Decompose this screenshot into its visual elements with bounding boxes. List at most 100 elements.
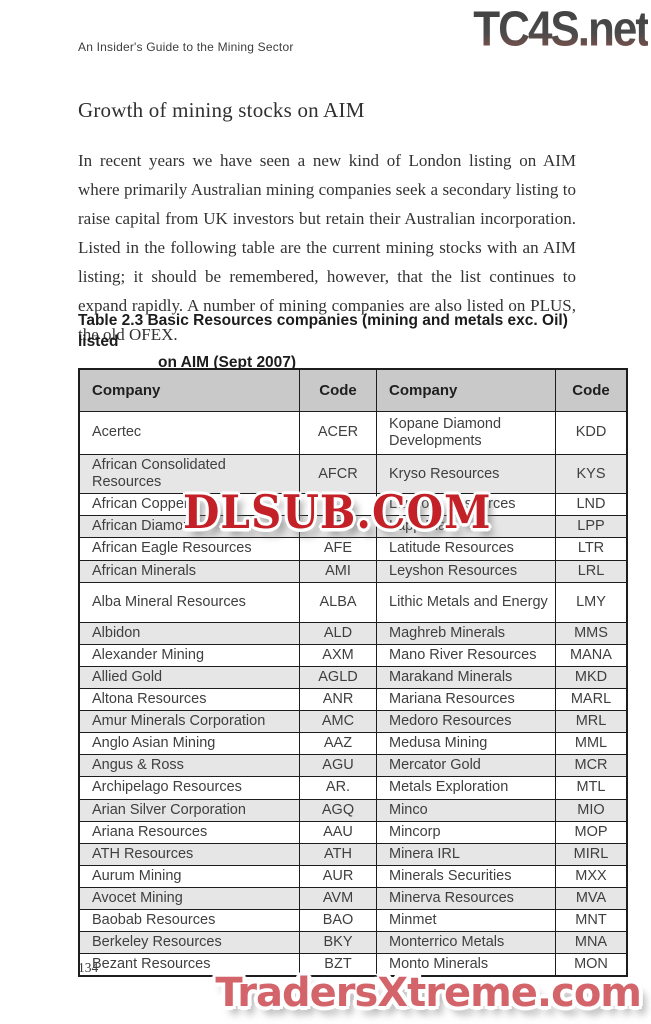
company-cell: Latitude Resources	[376, 537, 556, 561]
code-cell: LND	[555, 493, 628, 517]
code-cell: MANA	[555, 643, 628, 667]
company-cell: Arian Silver Corporation	[78, 798, 300, 822]
code-cell: ANR	[299, 687, 377, 712]
code-cell: AUR	[299, 864, 377, 888]
company-cell: Anglo Asian Mining	[78, 732, 300, 756]
table-row: Altona Resources ANR Mariana Resources MARL	[78, 687, 628, 712]
company-cell: Mercator Gold	[376, 754, 556, 778]
code-cell: MTL	[555, 776, 628, 800]
company-cell: Mano River Resources	[376, 643, 556, 667]
company-cell: Angus & Ross	[78, 754, 300, 778]
company-cell: Altona Resources	[78, 687, 300, 712]
code-cell: AMC	[299, 710, 377, 734]
code-cell: KYS	[555, 453, 628, 495]
code-cell: MIO	[555, 798, 628, 822]
code-cell: MNA	[555, 931, 628, 955]
running-header: An Insider's Guide to the Mining Sector	[78, 40, 294, 54]
code-cell: MCR	[555, 754, 628, 778]
company-cell: Bezant Resources	[78, 953, 300, 977]
company-cell: Lithic Metals and Energy	[376, 581, 556, 623]
company-cell: Avocet Mining	[78, 886, 300, 911]
code-cell: ACER	[299, 411, 377, 455]
code-cell: ALBA	[299, 581, 377, 623]
company-cell: Minera IRL	[376, 842, 556, 866]
company-cell: Leyshon Resources	[376, 559, 556, 583]
company-cell: Aurum Mining	[78, 864, 300, 888]
code-cell: AVM	[299, 886, 377, 911]
table-caption-line2: on AIM (Sept 2007)	[158, 354, 297, 371]
table-row: Acertec ACER Kopane Diamond Developments KD…	[78, 411, 628, 455]
company-cell: ATH Resources	[78, 842, 300, 866]
table-row: Allied Gold AGLD Marakand Minerals MKD	[78, 665, 628, 689]
code-cell: KDD	[555, 411, 628, 455]
aim-listings-table: Company Code Company Code Acertec ACER Kop…	[78, 368, 628, 978]
header-code-left: Code	[299, 368, 377, 412]
body-paragraph: In recent years we have seen a new kind …	[78, 151, 576, 344]
company-cell: Albidon	[78, 621, 300, 645]
table-row: Avocet Mining AVM Minerva Resources MVA	[78, 886, 628, 911]
table-row: ATH Resources ATH Minera IRL MIRL	[78, 842, 628, 866]
table-row: Angus & Ross AGU Mercator Gold MCR	[78, 754, 628, 778]
company-cell: Metals Exploration	[376, 776, 556, 800]
table-row: African Diamonds AFD Lapp Plats LPP	[78, 515, 628, 539]
company-cell: Allied Gold	[78, 665, 300, 689]
code-cell: LMY	[555, 581, 628, 623]
company-cell: Amur Minerals Corporation	[78, 710, 300, 734]
code-cell: BZT	[299, 953, 377, 977]
table-row: Berkeley Resources BKY Monterrico Metals MN…	[78, 931, 628, 955]
company-cell: Medusa Mining	[376, 732, 556, 756]
table-row: Ariana Resources AAU Mincorp MOP	[78, 820, 628, 844]
company-cell: Kryso Resources	[376, 453, 556, 495]
code-cell: MVA	[555, 886, 628, 911]
company-cell: Alba Mineral Resources	[78, 581, 300, 623]
company-cell: Minerals Securities	[376, 864, 556, 888]
table-caption: Table 2.3 Basic Resources companies (min…	[78, 310, 583, 373]
code-cell: LRL	[555, 559, 628, 583]
table-row: Amur Minerals Corporation AMC Medoro Resou…	[78, 710, 628, 734]
company-cell: African Consolidated Resources	[78, 453, 300, 495]
code-cell: AFE	[299, 537, 377, 561]
code-cell: MKD	[555, 665, 628, 689]
table-row: Anglo Asian Mining AAZ Medusa Mining MML	[78, 732, 628, 756]
company-cell: Archipelago Resources	[78, 776, 300, 800]
watermark-tc4s: TC4S.net	[473, 2, 650, 57]
code-cell: AAZ	[299, 732, 377, 756]
table-caption-line1: Table 2.3 Basic Resources companies (min…	[78, 312, 568, 350]
code-cell: AR.	[299, 776, 377, 800]
code-cell: AGQ	[299, 798, 377, 822]
code-cell: BKY	[299, 931, 377, 955]
table-row: Bezant Resources BZT Monto Minerals MON	[78, 953, 628, 977]
company-cell: Maghreb Minerals	[376, 621, 556, 645]
code-cell: AMI	[299, 559, 377, 583]
watermark-traders: TradersXtreme.com	[214, 969, 643, 1017]
company-cell: Baobab Resources	[78, 909, 300, 933]
table-row: African Copper ACU Landore Resources LND	[78, 493, 628, 517]
table-row: Archipelago Resources AR. Metals Explorati…	[78, 776, 628, 800]
table-row: Baobab Resources BAO Minmet MNT	[78, 909, 628, 933]
code-cell: LTR	[555, 537, 628, 561]
company-cell: African Minerals	[78, 559, 300, 583]
company-cell: Berkeley Resources	[78, 931, 300, 955]
header-company-right: Company	[376, 368, 556, 412]
code-cell: BAO	[299, 909, 377, 933]
table-row: Alexander Mining AXM Mano River Resources M…	[78, 643, 628, 667]
company-cell: Mincorp	[376, 820, 556, 844]
company-cell: Acertec	[78, 411, 300, 455]
table-row: African Consolidated Resources AFCR Kryso …	[78, 453, 628, 495]
table-row: Arian Silver Corporation AGQ Minco MIO	[78, 798, 628, 822]
code-cell: LPP	[555, 515, 628, 539]
company-cell: Ariana Resources	[78, 820, 300, 844]
watermark-dlsub: DLSUB.COM	[183, 486, 492, 539]
company-cell: Minerva Resources	[376, 886, 556, 911]
code-cell: ALD	[299, 621, 377, 645]
table-header: Company Code Company Code	[78, 368, 628, 412]
page-number: 134	[78, 960, 99, 975]
code-cell: AXM	[299, 643, 377, 667]
table-row: Albidon ALD Maghreb Minerals MMS	[78, 621, 628, 645]
company-cell: Minco	[376, 798, 556, 822]
section-title: Growth of mining stocks on AIM	[78, 98, 365, 122]
table-row: Aurum Mining AUR Minerals Securities MXX	[78, 864, 628, 888]
table-row: African Minerals AMI Leyshon Resources LRL	[78, 559, 628, 583]
header-company-left: Company	[78, 368, 300, 412]
code-cell: ATH	[299, 842, 377, 866]
